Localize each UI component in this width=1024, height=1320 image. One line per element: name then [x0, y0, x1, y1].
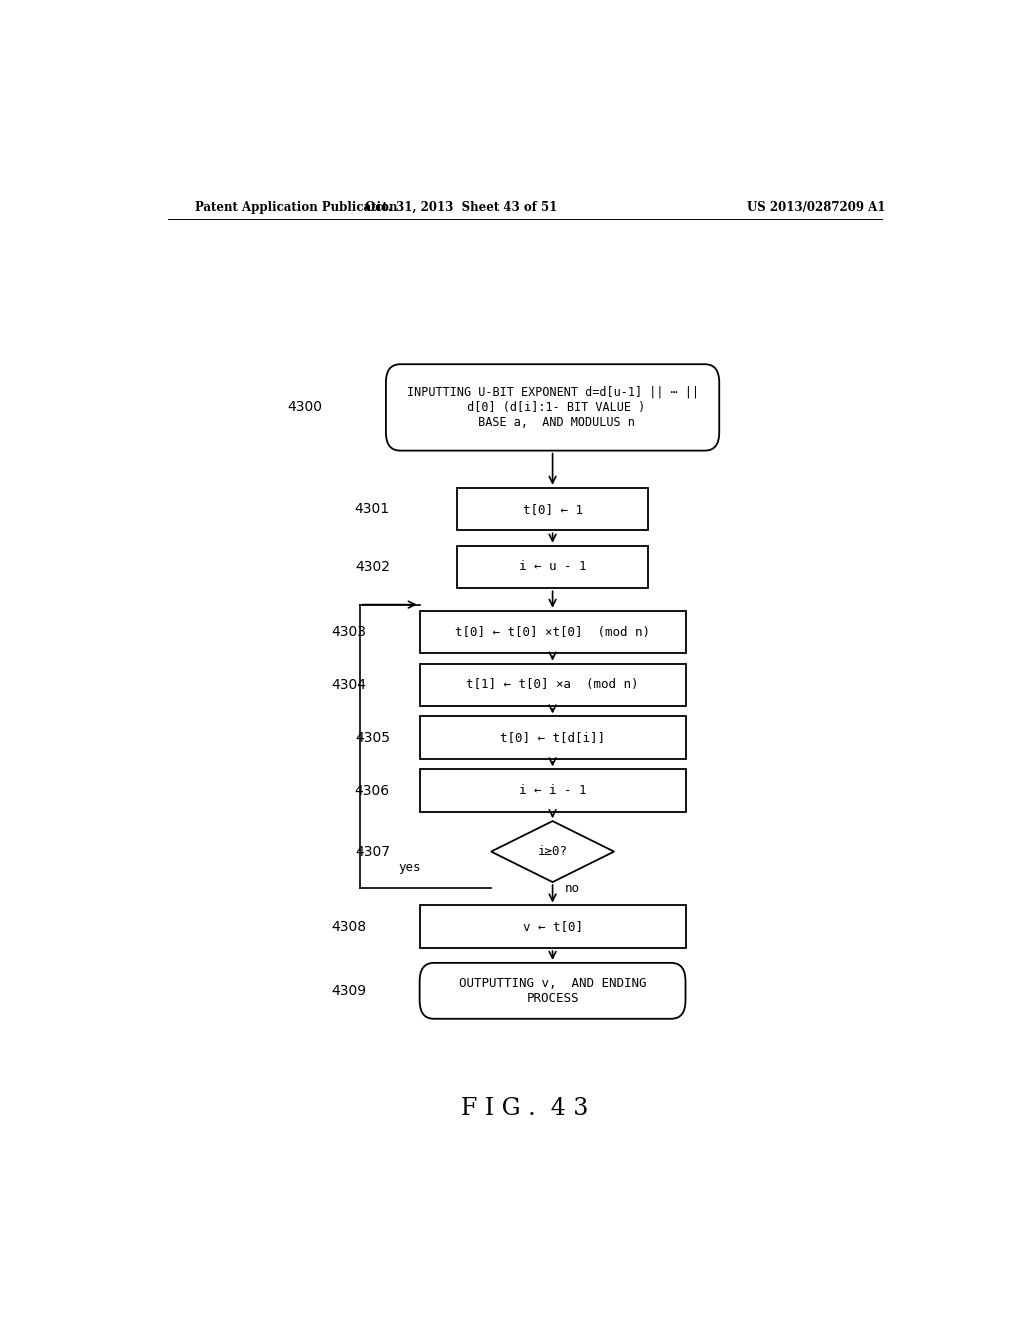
FancyBboxPatch shape [386, 364, 719, 450]
Text: i ← i - 1: i ← i - 1 [519, 784, 587, 797]
Text: 4300: 4300 [288, 400, 323, 414]
Text: 4301: 4301 [354, 502, 390, 516]
FancyBboxPatch shape [420, 962, 685, 1019]
Text: US 2013/0287209 A1: US 2013/0287209 A1 [748, 201, 886, 214]
Text: t[0] ← 1: t[0] ← 1 [522, 503, 583, 516]
Text: OUTPUTTING v,  AND ENDING
PROCESS: OUTPUTTING v, AND ENDING PROCESS [459, 977, 646, 1005]
Text: 4305: 4305 [355, 731, 390, 744]
Text: t[1] ← t[0] ×a  (mod n): t[1] ← t[0] ×a (mod n) [466, 678, 639, 692]
Text: 4308: 4308 [331, 920, 367, 933]
Text: 4306: 4306 [354, 784, 390, 797]
Text: 4307: 4307 [355, 845, 390, 858]
FancyBboxPatch shape [420, 770, 685, 812]
Text: Patent Application Publication: Patent Application Publication [196, 201, 398, 214]
Text: 4303: 4303 [331, 626, 367, 639]
Text: i≥0?: i≥0? [538, 845, 567, 858]
FancyBboxPatch shape [420, 664, 685, 706]
FancyBboxPatch shape [458, 545, 648, 589]
Text: F I G .  4 3: F I G . 4 3 [461, 1097, 589, 1121]
Text: t[0] ← t[0] ×t[0]  (mod n): t[0] ← t[0] ×t[0] (mod n) [455, 626, 650, 639]
Text: i ← u - 1: i ← u - 1 [519, 561, 587, 573]
Text: no: no [564, 882, 580, 895]
FancyBboxPatch shape [420, 906, 685, 948]
FancyBboxPatch shape [420, 717, 685, 759]
Text: 4302: 4302 [355, 560, 390, 574]
Text: v ← t[0]: v ← t[0] [522, 920, 583, 933]
Polygon shape [492, 821, 614, 882]
FancyBboxPatch shape [420, 611, 685, 653]
FancyBboxPatch shape [458, 487, 648, 531]
Text: INPUTTING U-BIT EXPONENT d=d[u-1] || ⋯ ||
 d[0] (d[i]:1- BIT VALUE )
 BASE a,  A: INPUTTING U-BIT EXPONENT d=d[u-1] || ⋯ |… [407, 385, 698, 429]
Text: Oct. 31, 2013  Sheet 43 of 51: Oct. 31, 2013 Sheet 43 of 51 [366, 201, 557, 214]
Text: t[0] ← t[d[i]]: t[0] ← t[d[i]] [500, 731, 605, 744]
Text: 4309: 4309 [331, 983, 367, 998]
Text: 4304: 4304 [331, 678, 367, 692]
Text: yes: yes [398, 862, 421, 874]
